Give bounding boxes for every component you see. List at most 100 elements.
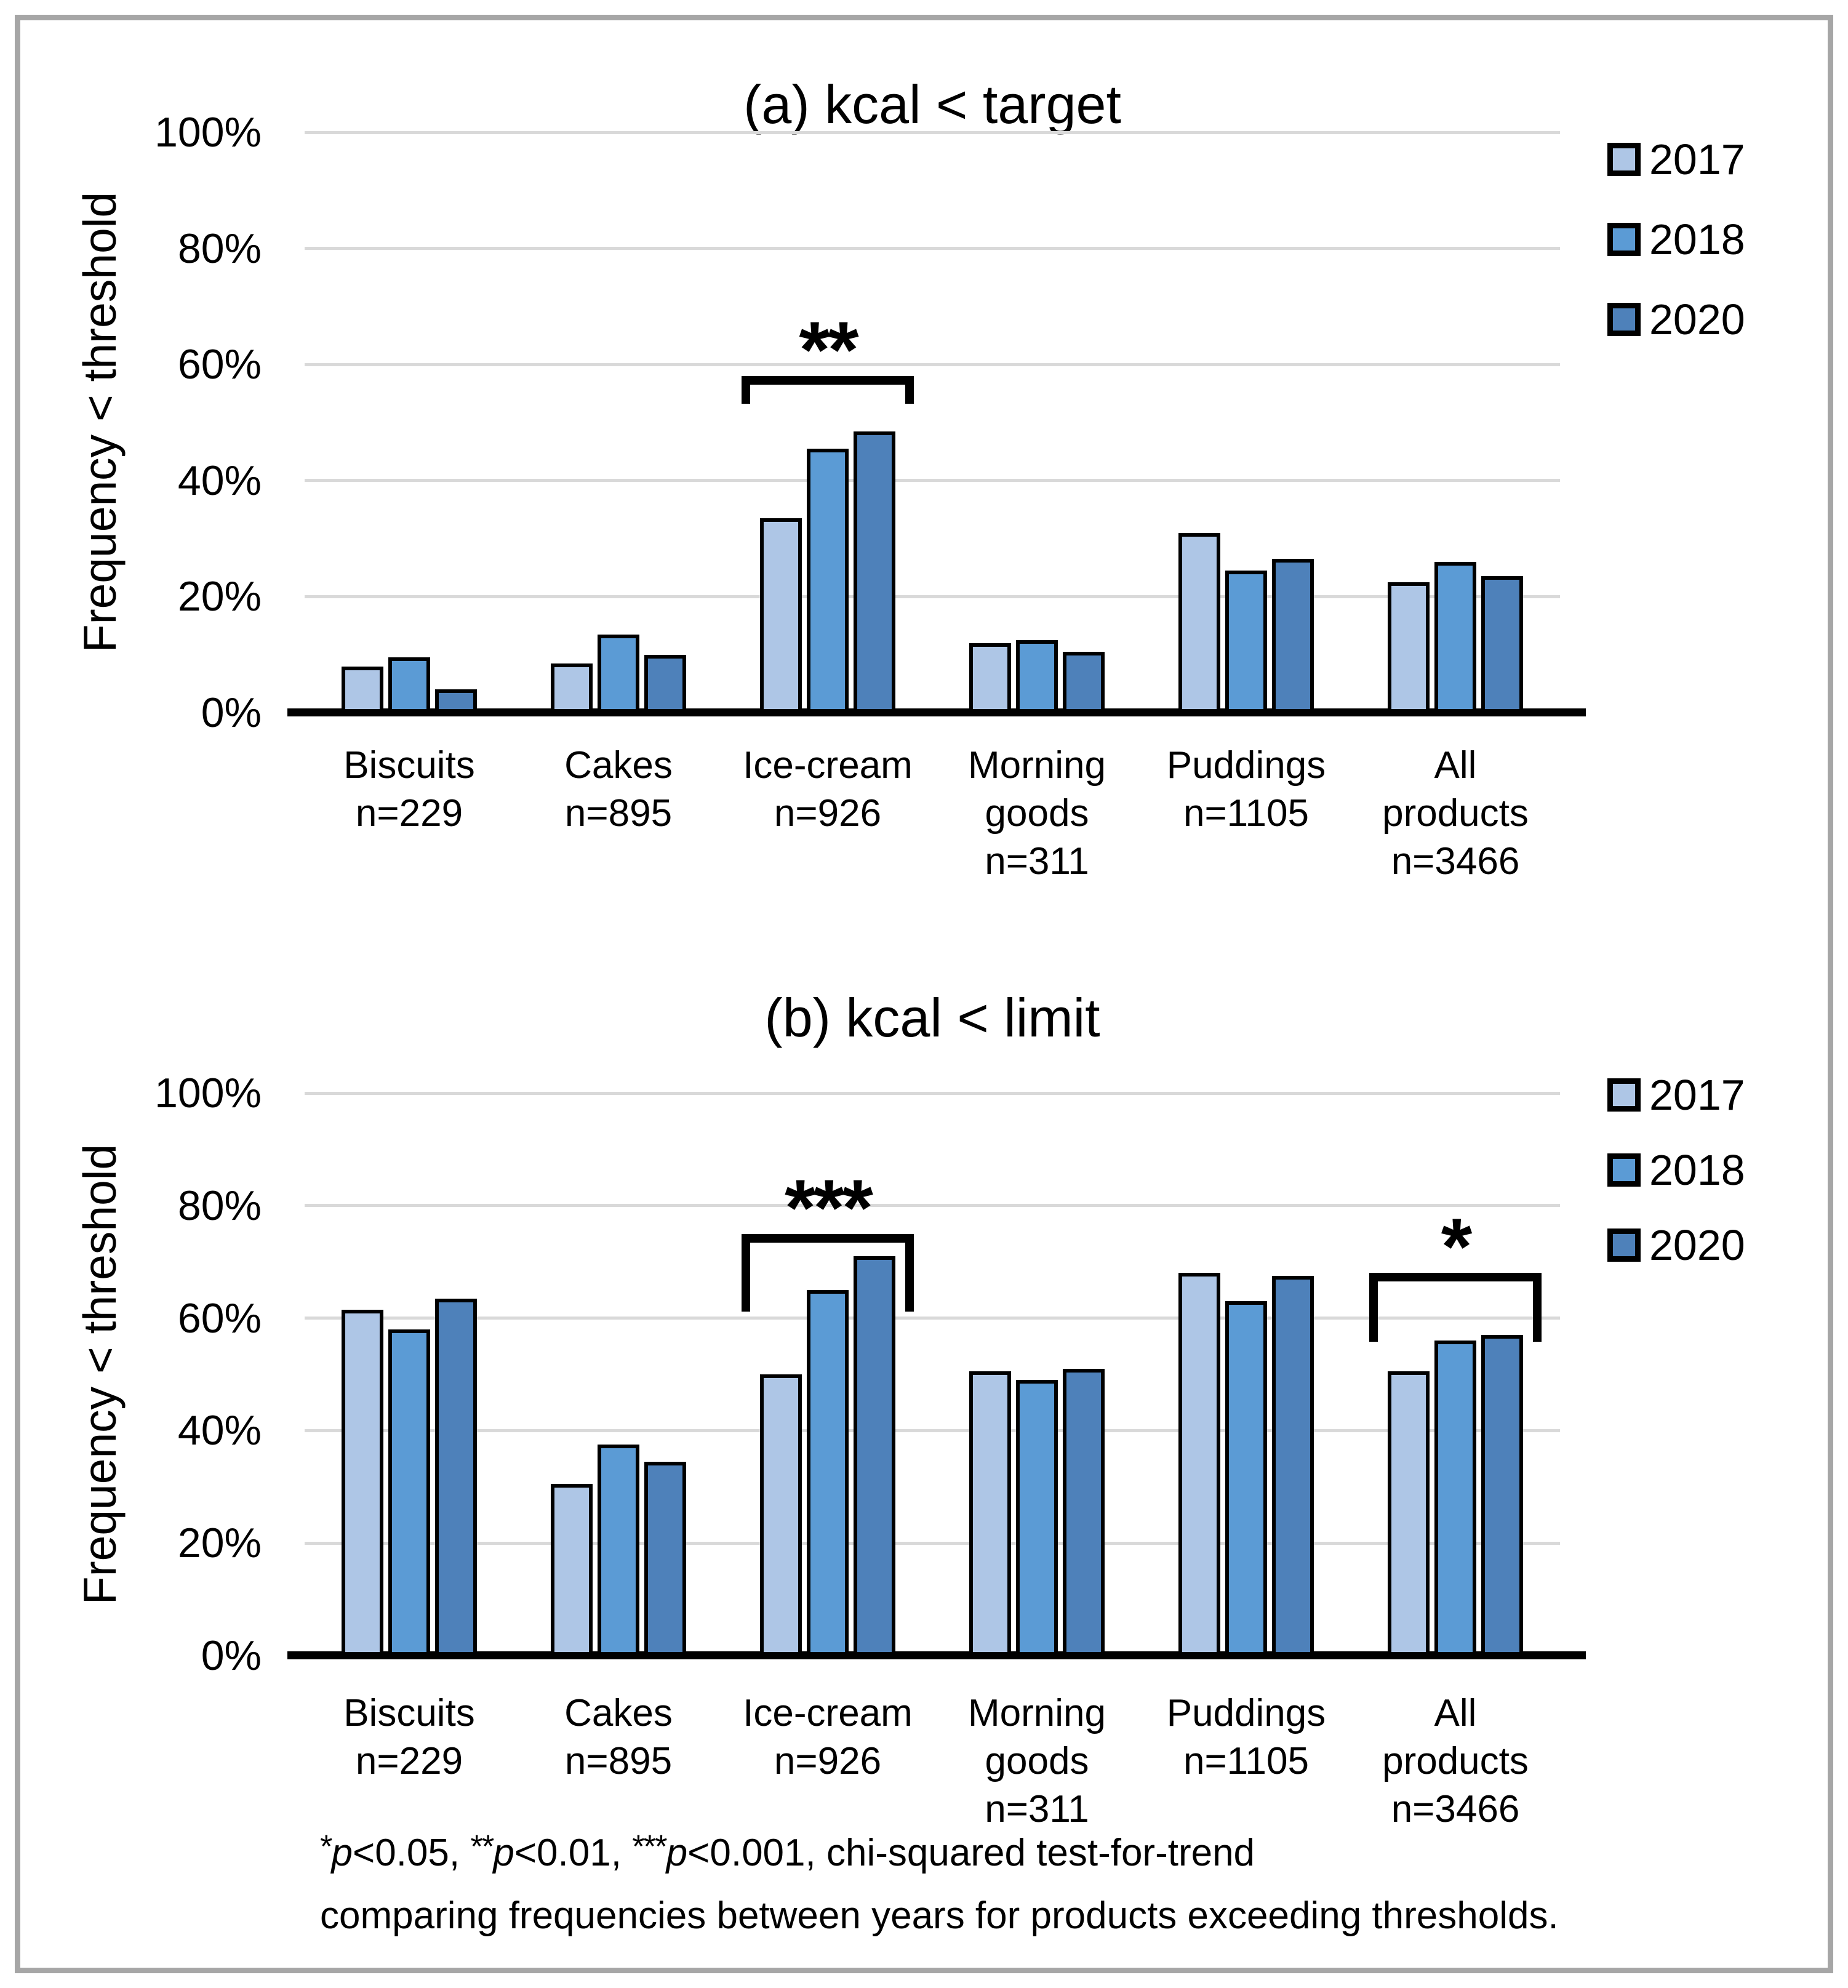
footnote-text: p xyxy=(331,1832,353,1875)
significance-stars-ice-cream: *** xyxy=(785,1163,873,1253)
bar-morning-goods-2018 xyxy=(1016,640,1058,713)
legend-swatch-icon-2017 xyxy=(1607,143,1641,176)
legend-item-2017: 2017 xyxy=(1607,1073,1745,1116)
bar-ice-cream-2020 xyxy=(854,1256,895,1656)
gridline-40pct xyxy=(305,1429,1560,1432)
legend-item-2017: 2017 xyxy=(1607,138,1745,181)
legend-swatch-icon-2017 xyxy=(1607,1078,1641,1112)
bar-puddings-2020 xyxy=(1272,559,1314,713)
legend-item-2018: 2018 xyxy=(1607,218,1745,261)
x-label-line: products xyxy=(1382,1740,1529,1782)
x-label-line: Biscuits xyxy=(343,744,475,787)
x-label-line: All xyxy=(1434,1692,1477,1734)
legend-swatch-icon-2018 xyxy=(1607,223,1641,256)
x-label-line: n=311 xyxy=(985,840,1089,883)
bar-all-products-2017 xyxy=(1388,582,1430,713)
legend-swatch-icon-2020 xyxy=(1607,303,1641,336)
footnote: *p<0.05, **p<0.01, ***p<0.001, chi-squar… xyxy=(320,1816,1559,1947)
bar-morning-goods-2020 xyxy=(1063,652,1105,713)
legend-label: 2018 xyxy=(1649,215,1745,263)
bar-biscuits-2020 xyxy=(435,1299,477,1656)
y-tick-label: 40% xyxy=(177,1407,262,1454)
bar-ice-cream-2017 xyxy=(760,1374,802,1656)
bar-biscuits-2020 xyxy=(435,689,477,713)
legend-swatch-icon-2018 xyxy=(1607,1153,1641,1187)
x-label-line: products xyxy=(1382,792,1529,835)
bar-all-products-2017 xyxy=(1388,1371,1430,1656)
bar-biscuits-2017 xyxy=(342,1310,383,1656)
x-label-line: goods xyxy=(985,1740,1089,1782)
bar-all-products-2020 xyxy=(1481,1335,1523,1656)
x-label-line: n=895 xyxy=(564,792,673,835)
x-label-line: Biscuits xyxy=(343,1692,475,1734)
gridline-20pct xyxy=(305,595,1560,598)
bar-cakes-2020 xyxy=(644,655,686,713)
legend-label: 2020 xyxy=(1649,1221,1745,1269)
chart-a-title: (a) kcal < target xyxy=(743,74,1121,135)
footnote-text: <0.01, xyxy=(514,1832,633,1875)
footnote-asterisks: ** xyxy=(470,1829,494,1865)
x-label-line: All xyxy=(1434,744,1477,787)
significance-bracket-all-products xyxy=(1369,1273,1542,1342)
x-label-ice-cream: Ice-cream n=926 xyxy=(723,1689,932,1786)
footnote-asterisks: *** xyxy=(632,1829,667,1865)
y-tick-label: 100% xyxy=(154,109,262,156)
gridline-60pct xyxy=(305,1317,1560,1320)
gridline-80pct xyxy=(305,247,1560,250)
x-label-line: n=1105 xyxy=(1183,792,1309,835)
bar-morning-goods-2018 xyxy=(1016,1380,1058,1656)
x-label-biscuits: Biscuits n=229 xyxy=(305,1689,514,1786)
footnote-text: p xyxy=(493,1832,514,1875)
footnote-asterisks: * xyxy=(320,1829,332,1865)
x-label-morning-goods: Morning goods n=311 xyxy=(932,1689,1142,1834)
gridline-60pct xyxy=(305,363,1560,366)
bar-all-products-2020 xyxy=(1481,576,1523,713)
bar-puddings-2018 xyxy=(1225,1301,1267,1656)
y-tick-label: 20% xyxy=(177,573,262,620)
x-label-all-products: All products n=3466 xyxy=(1351,742,1560,886)
legend-label: 2017 xyxy=(1649,1071,1745,1119)
gridline-20pct xyxy=(305,1542,1560,1545)
x-label-line: n=3466 xyxy=(1391,840,1520,883)
bar-puddings-2020 xyxy=(1272,1276,1314,1656)
x-label-line: Cakes xyxy=(564,744,673,787)
bar-biscuits-2018 xyxy=(388,657,430,713)
significance-stars-all-products: * xyxy=(1441,1201,1473,1291)
y-tick-label: 100% xyxy=(154,1070,262,1116)
x-label-line: n=229 xyxy=(355,792,463,835)
legend-label: 2020 xyxy=(1649,295,1745,343)
footnote-line-2: comparing frequencies between years for … xyxy=(320,1894,1559,1938)
bar-cakes-2018 xyxy=(598,1445,639,1656)
x-label-line: Cakes xyxy=(564,1692,673,1734)
bar-morning-goods-2017 xyxy=(969,1371,1011,1656)
y-tick-label: 0% xyxy=(201,689,262,736)
x-label-line: Puddings xyxy=(1166,744,1326,787)
footnote-text: <0.05, xyxy=(353,1832,471,1875)
y-tick-label: 60% xyxy=(177,1295,262,1342)
x-label-biscuits: Biscuits n=229 xyxy=(305,742,514,838)
gridline-100pct xyxy=(305,131,1560,134)
legend-swatch-icon-2020 xyxy=(1607,1228,1641,1262)
bar-ice-cream-2018 xyxy=(807,1290,849,1656)
x-label-puddings: Puddings n=1105 xyxy=(1142,742,1351,838)
gridline-80pct xyxy=(305,1204,1560,1207)
bar-cakes-2017 xyxy=(551,1484,593,1656)
y-tick-label: 40% xyxy=(177,457,262,504)
legend-item-2020: 2020 xyxy=(1607,1224,1745,1267)
significance-stars-ice-cream: ** xyxy=(799,305,858,395)
significance-bracket-ice-cream xyxy=(742,376,914,404)
x-label-line: Morning xyxy=(968,1692,1106,1734)
x-label-cakes: Cakes n=895 xyxy=(514,1689,723,1786)
legend-item-2018: 2018 xyxy=(1607,1148,1745,1192)
bar-all-products-2018 xyxy=(1434,1341,1476,1656)
x-label-ice-cream: Ice-cream n=926 xyxy=(723,742,932,838)
footnote-line-1: *p<0.05, **p<0.01, ***p<0.001, chi-squar… xyxy=(320,1816,1559,1885)
bar-biscuits-2018 xyxy=(388,1329,430,1656)
gridline-100pct xyxy=(305,1092,1560,1095)
x-label-line: goods xyxy=(985,792,1089,835)
x-label-line: n=229 xyxy=(355,1740,463,1782)
footnote-text: p xyxy=(666,1832,688,1875)
y-tick-label: 0% xyxy=(201,1632,262,1679)
x-label-line: n=926 xyxy=(774,792,882,835)
